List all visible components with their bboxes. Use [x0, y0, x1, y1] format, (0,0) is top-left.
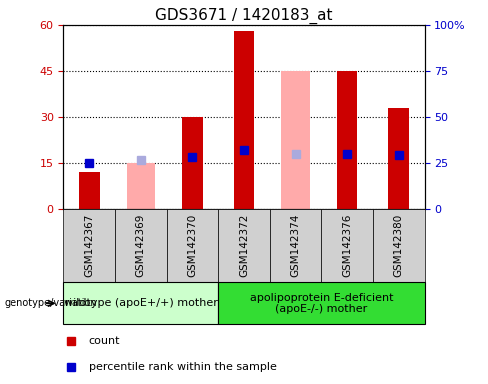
Text: count: count — [89, 336, 120, 346]
Text: percentile rank within the sample: percentile rank within the sample — [89, 362, 277, 372]
Bar — [282, 71, 310, 209]
Bar — [234, 31, 254, 209]
Bar — [127, 163, 155, 209]
Text: GSM142380: GSM142380 — [394, 214, 404, 277]
Text: GSM142372: GSM142372 — [239, 214, 249, 278]
Bar — [63, 209, 115, 282]
Bar — [166, 209, 218, 282]
Bar — [182, 117, 203, 209]
Text: wildtype (apoE+/+) mother: wildtype (apoE+/+) mother — [64, 298, 218, 308]
Text: GSM142374: GSM142374 — [290, 214, 301, 278]
Text: GSM142369: GSM142369 — [136, 214, 146, 278]
Bar — [218, 282, 425, 324]
Bar — [115, 209, 166, 282]
Text: GSM142367: GSM142367 — [84, 214, 94, 278]
Bar — [337, 71, 358, 209]
Bar — [270, 209, 322, 282]
Bar — [63, 282, 218, 324]
Text: GSM142370: GSM142370 — [187, 214, 198, 277]
Bar — [388, 108, 409, 209]
Bar — [218, 209, 270, 282]
Bar — [373, 209, 425, 282]
Text: GSM142376: GSM142376 — [342, 214, 352, 278]
Bar — [322, 209, 373, 282]
Title: GDS3671 / 1420183_at: GDS3671 / 1420183_at — [155, 7, 333, 23]
Text: apolipoprotein E-deficient
(apoE-/-) mother: apolipoprotein E-deficient (apoE-/-) mot… — [250, 293, 393, 314]
Text: genotype/variation: genotype/variation — [5, 298, 98, 308]
Bar — [79, 172, 100, 209]
